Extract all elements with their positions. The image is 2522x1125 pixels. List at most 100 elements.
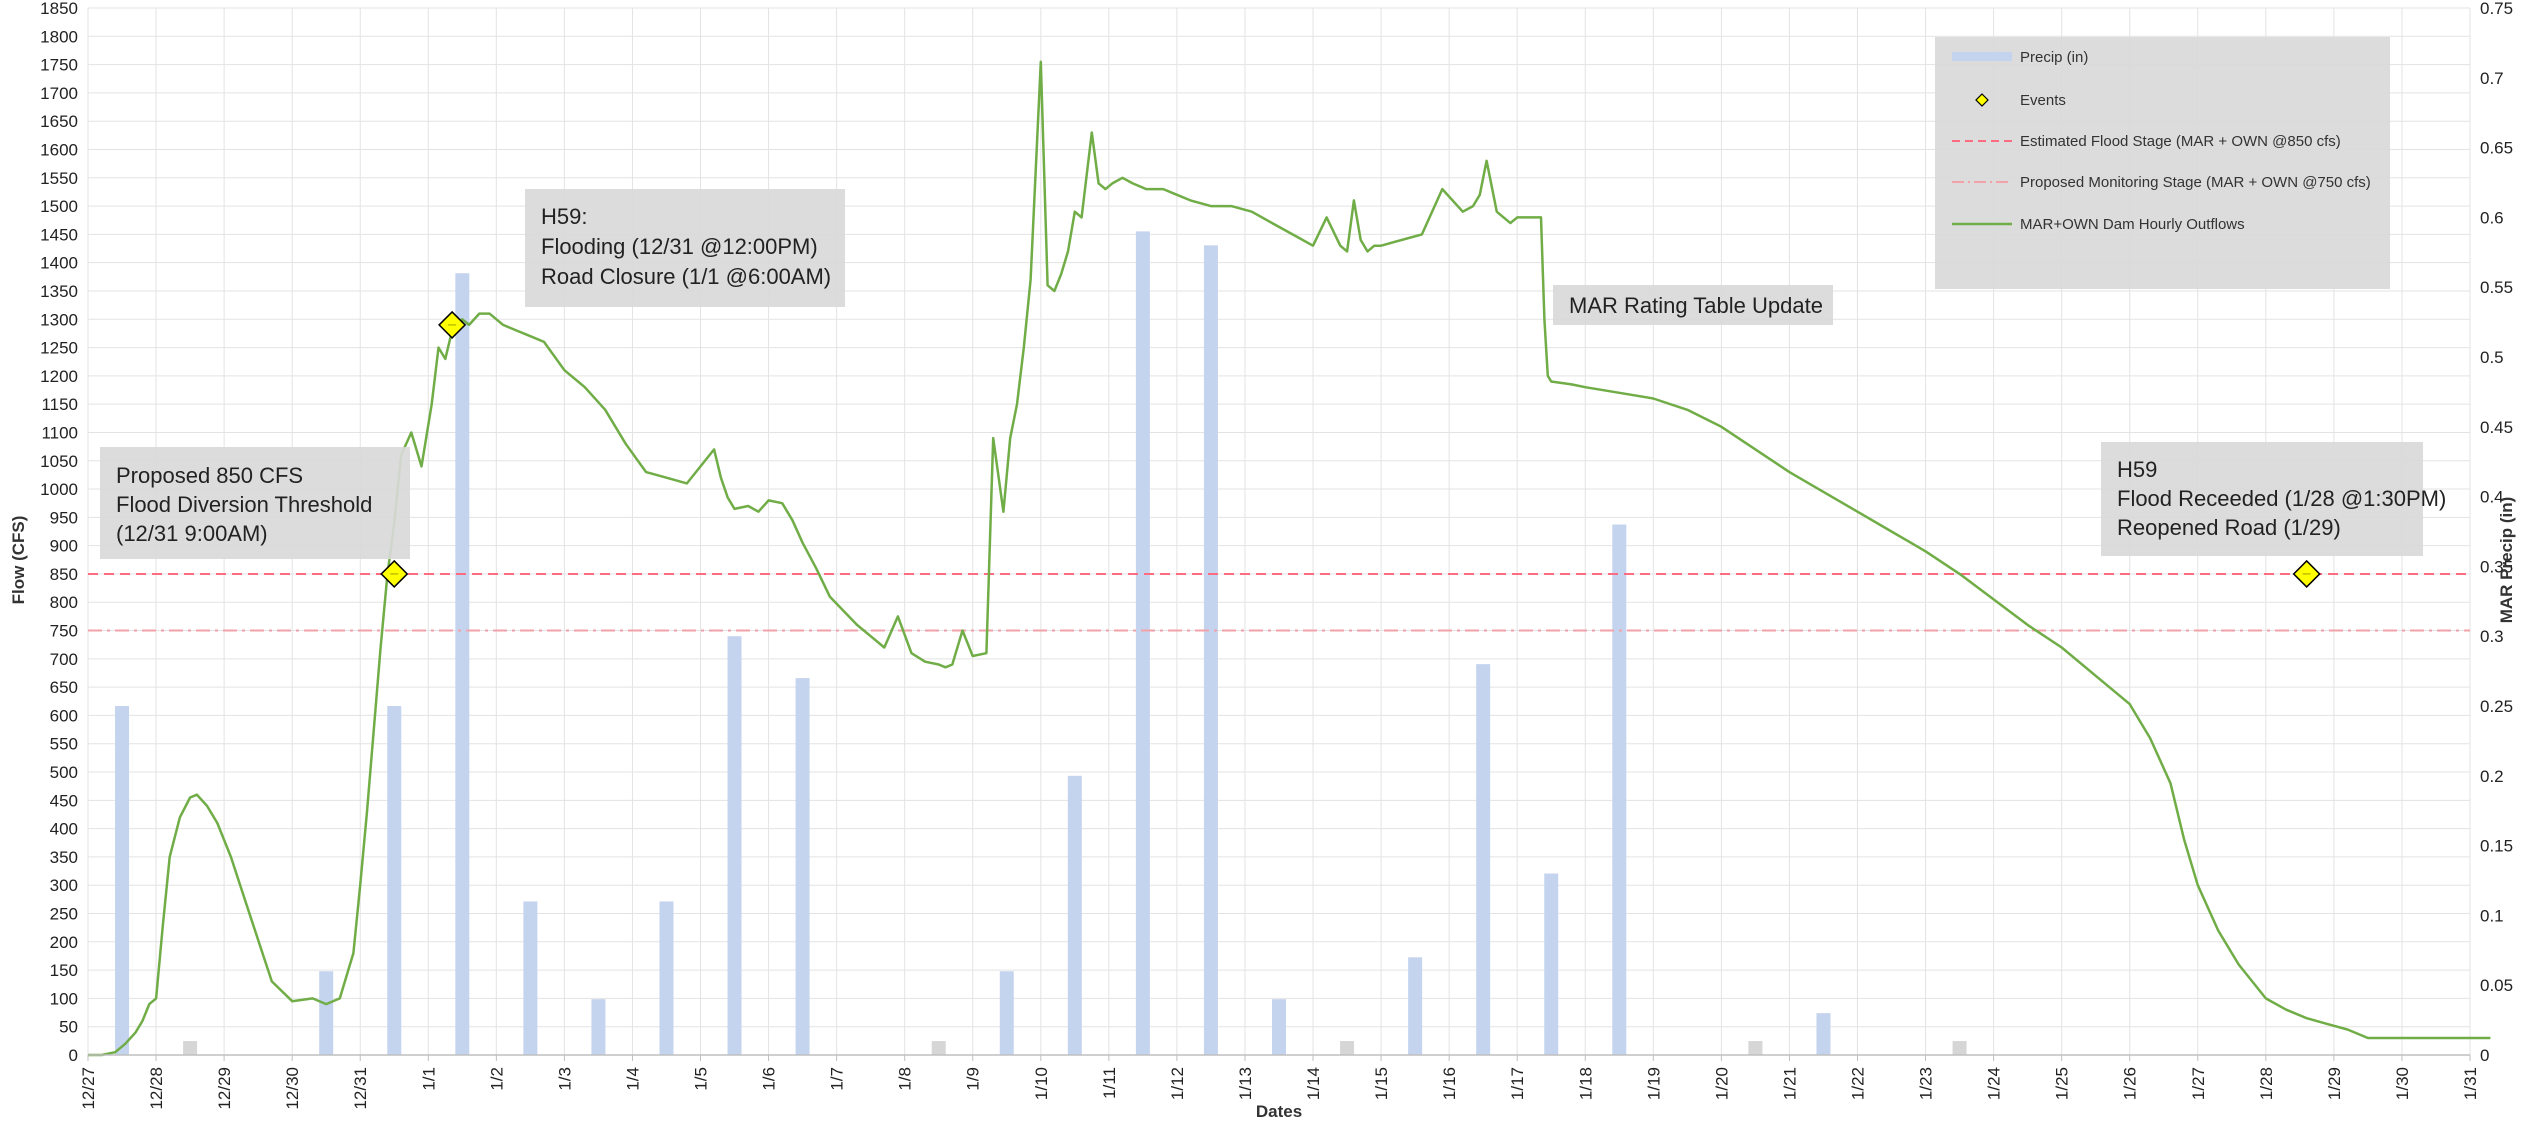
legend-label: Precip (in) xyxy=(2020,49,2088,66)
right-tick-label: 0.25 xyxy=(2480,697,2513,716)
annotation-line: Flood Diversion Threshold xyxy=(116,492,372,517)
precip-bars xyxy=(115,231,1967,1056)
x-tick-label: 1/29 xyxy=(2325,1067,2344,1100)
precip-bar xyxy=(115,706,130,1055)
left-tick-label: 950 xyxy=(50,508,78,527)
precip-bar xyxy=(1952,1041,1967,1055)
precip-bar xyxy=(659,901,674,1055)
left-tick-label: 1200 xyxy=(40,367,78,386)
annotation-flooding: H59: Flooding (12/31 @12:00PM) Road Clos… xyxy=(525,189,845,307)
precip-bar xyxy=(1544,873,1559,1055)
x-tick-label: 1/26 xyxy=(2121,1067,2140,1100)
x-tick-label: 12/27 xyxy=(79,1067,98,1110)
precip-bar xyxy=(523,901,538,1055)
left-tick-label: 300 xyxy=(50,876,78,895)
precip-bar xyxy=(1203,245,1218,1055)
x-tick-label: 12/30 xyxy=(283,1067,302,1110)
x-tick-label: 1/9 xyxy=(964,1067,983,1091)
x-tick-label: 12/28 xyxy=(147,1067,166,1110)
legend: Precip (in) Events Estimated Flood Stage… xyxy=(1935,37,2390,289)
x-tick-label: 1/3 xyxy=(555,1067,574,1091)
right-tick-label: 0.4 xyxy=(2480,488,2504,507)
left-tick-label: 600 xyxy=(50,706,78,725)
right-tick-label: 0 xyxy=(2480,1046,2489,1065)
precip-bar xyxy=(1816,1013,1831,1055)
x-tick-label: 1/5 xyxy=(692,1067,711,1091)
annotation-line: H59: xyxy=(541,204,587,229)
precip-bar xyxy=(387,706,402,1055)
x-tick-label: 1/27 xyxy=(2189,1067,2208,1100)
precip-bar xyxy=(795,678,810,1055)
precip-bar xyxy=(1748,1041,1763,1055)
precip-bar xyxy=(1340,1041,1355,1055)
annotation-line: Flood Receeded (1/28 @1:30PM) xyxy=(2117,486,2446,511)
x-tick-labels: 12/27 12/28 12/29 12/30 12/31 1/1 1/2 1/3 1/4 1/5… xyxy=(79,1067,2480,1110)
left-tick-label: 200 xyxy=(50,933,78,952)
right-tick-label: 0.65 xyxy=(2480,139,2513,158)
annotation-flood-receded: H59 Flood Receeded (1/28 @1:30PM) Reopen… xyxy=(2101,442,2446,556)
left-tick-label: 750 xyxy=(50,622,78,641)
left-tick-label: 400 xyxy=(50,820,78,839)
right-tick-label: 0.75 xyxy=(2480,0,2513,18)
x-tick-label: 1/18 xyxy=(1576,1067,1595,1100)
x-axis-title: Dates xyxy=(1256,1102,1302,1121)
right-tick-label: 0.15 xyxy=(2480,837,2513,856)
precip-bar xyxy=(591,999,606,1055)
left-tick-label: 1050 xyxy=(40,452,78,471)
precip-bar xyxy=(931,1041,946,1055)
x-tick-label: 1/6 xyxy=(760,1067,779,1091)
left-axis-title: Flow (CFS) xyxy=(9,516,28,605)
annotation-line: Flooding (12/31 @12:00PM) xyxy=(541,234,818,259)
x-tick-label: 1/11 xyxy=(1100,1067,1119,1099)
legend-swatch-precip xyxy=(1952,52,2012,61)
x-tick-label: 1/1 xyxy=(419,1067,438,1091)
x-tick-label: 1/22 xyxy=(1848,1067,1867,1100)
left-tick-label: 1450 xyxy=(40,225,78,244)
right-tick-label: 0.05 xyxy=(2480,976,2513,995)
reference-lines xyxy=(88,572,2470,632)
precip-bar xyxy=(1067,775,1082,1055)
left-tick-labels: 0 50 100 150 200 250 300 350 400 450 500 550 600 650 7… xyxy=(40,0,78,1065)
precip-bar xyxy=(319,971,334,1055)
left-tick-label: 1300 xyxy=(40,310,78,329)
legend-label: Proposed Monitoring Stage (MAR + OWN @75… xyxy=(2020,174,2371,191)
left-tick-label: 1250 xyxy=(40,339,78,358)
precip-bar xyxy=(1612,524,1627,1055)
x-tick-label: 1/23 xyxy=(1917,1067,1936,1100)
event-markers xyxy=(380,310,2321,589)
right-tick-label: 0.2 xyxy=(2480,767,2504,786)
x-tick-label: 1/12 xyxy=(1168,1067,1187,1100)
left-tick-label: 1800 xyxy=(40,27,78,46)
precip-bar xyxy=(1408,957,1423,1055)
annotation-line: MAR Rating Table Update xyxy=(1569,293,1823,318)
right-tick-label: 0.7 xyxy=(2480,69,2504,88)
legend-swatch-events xyxy=(1975,93,1989,107)
right-axis-title: MAR Precip (in) xyxy=(2497,497,2516,624)
x-tick-label: 1/13 xyxy=(1236,1067,1255,1100)
left-tick-label: 1750 xyxy=(40,56,78,75)
precip-bar xyxy=(1272,999,1286,1055)
left-tick-label: 550 xyxy=(50,735,78,754)
left-tick-label: 900 xyxy=(50,537,78,556)
left-tick-label: 450 xyxy=(50,791,78,810)
x-tick-label: 1/28 xyxy=(2257,1067,2276,1100)
x-tick-label: 1/7 xyxy=(828,1067,847,1091)
x-tick-label: 1/4 xyxy=(623,1067,642,1091)
right-tick-label: 0.55 xyxy=(2480,278,2513,297)
left-tick-label: 800 xyxy=(50,593,78,612)
legend-label: Estimated Flood Stage (MAR + OWN @850 cf… xyxy=(2020,133,2341,150)
left-tick-label: 1350 xyxy=(40,282,78,301)
x-tick-label: 1/2 xyxy=(487,1067,506,1091)
x-tick-label: 1/20 xyxy=(1712,1067,1731,1100)
x-tick-label: 1/19 xyxy=(1644,1067,1663,1100)
left-tick-label: 850 xyxy=(50,565,78,584)
x-tick-label: 1/30 xyxy=(2393,1067,2412,1100)
annotation-rating-table: MAR Rating Table Update xyxy=(1553,285,1833,325)
precip-bar xyxy=(1135,231,1150,1056)
annotation-line: H59 xyxy=(2117,457,2157,482)
x-tick-label: 1/25 xyxy=(2053,1067,2072,1100)
right-tick-labels: 0 0.05 0.1 0.15 0.2 0.25 0.3 0.35 0.4 0.45 0.5 0.55… xyxy=(2480,0,2513,1065)
annotation-line: (12/31 9:00AM) xyxy=(116,521,268,546)
left-tick-label: 350 xyxy=(50,848,78,867)
